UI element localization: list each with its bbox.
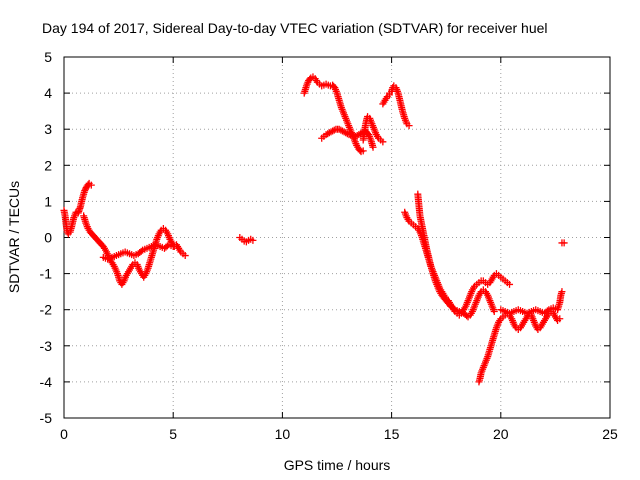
data-point	[369, 143, 377, 151]
y-tick-label: -5	[40, 410, 53, 426]
x-tick-label: 15	[384, 426, 400, 442]
chart-title: Day 194 of 2017, Sidereal Day-to-day VTE…	[42, 20, 548, 36]
x-tick-label: 10	[275, 426, 291, 442]
x-tick-label: 0	[60, 426, 68, 442]
data-point	[385, 91, 393, 99]
y-axis-label: SDTVAR / TECUs	[6, 181, 22, 293]
data-point	[560, 239, 568, 247]
data-point	[137, 247, 145, 255]
x-tick-label: 25	[602, 426, 618, 442]
axis-tick-labels: 0 5 10 15 20 25 -5 -4 -3 -2 -1 0 1 2 3 4 5	[40, 49, 618, 442]
axis-ticks	[63, 56, 611, 419]
data-point	[543, 307, 551, 315]
data-point	[181, 252, 189, 260]
x-axis-label: GPS time / hours	[284, 457, 391, 473]
data-point	[169, 243, 177, 251]
y-tick-label: -3	[40, 338, 53, 354]
data-point	[249, 236, 257, 244]
data-point	[558, 288, 566, 296]
data-point	[343, 130, 351, 138]
y-tick-label: -2	[40, 302, 53, 318]
data-point	[359, 147, 367, 155]
y-tick-label: 4	[44, 85, 52, 101]
y-tick-label: 0	[44, 230, 52, 246]
data-points	[60, 73, 568, 386]
data-point	[405, 122, 413, 130]
data-point	[490, 308, 498, 316]
y-tick-label: 1	[44, 193, 52, 209]
y-tick-label: 5	[44, 49, 52, 65]
data-point	[87, 181, 95, 189]
data-point	[379, 138, 387, 146]
y-tick-label: -1	[40, 266, 53, 282]
x-tick-label: 5	[169, 426, 177, 442]
y-tick-label: 2	[44, 157, 52, 173]
data-point	[330, 126, 338, 134]
data-point	[556, 315, 564, 323]
y-tick-label: -4	[40, 374, 53, 390]
grid-lines	[64, 57, 610, 418]
data-point	[506, 280, 514, 288]
x-tick-label: 20	[493, 426, 509, 442]
data-point	[449, 304, 457, 312]
y-tick-label: 3	[44, 121, 52, 137]
